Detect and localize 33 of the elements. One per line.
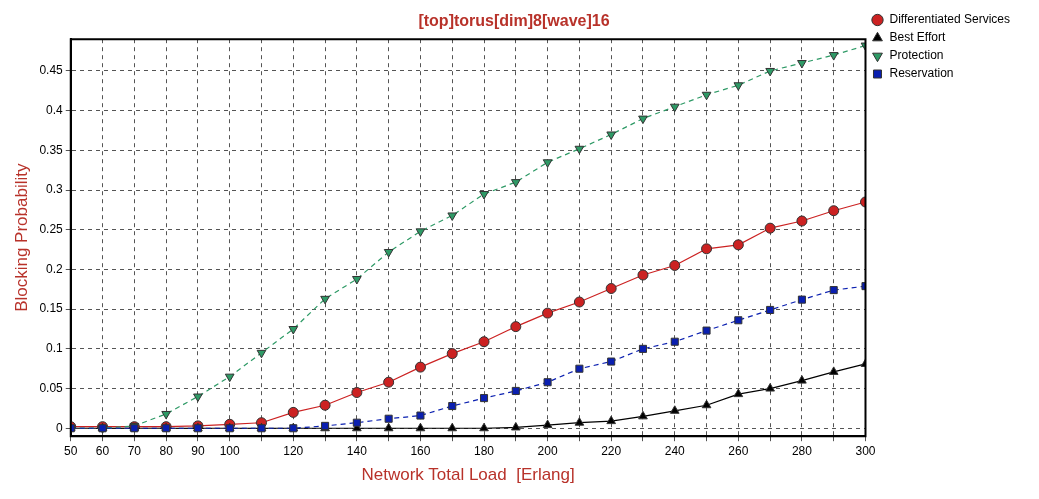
legend-label: Protection [889,48,944,63]
y-axis-title: Blocking Probability [11,163,31,312]
y-tick-label: 0.35 [39,142,64,157]
legend-label: Reservation [889,66,954,81]
y-tick-label: 0.1 [46,341,64,356]
x-tick-label: 50 [64,443,78,458]
legend-label: Differentiated Services [889,12,1011,27]
x-tick-label: 240 [664,443,686,458]
x-axis-title: Network Total Load [Erlang] [361,465,575,485]
x-tick-label: 100 [219,443,241,458]
x-tick-label: 300 [855,443,876,458]
x-tick-label: 220 [601,443,622,458]
x-tick-label: 60 [95,443,110,458]
x-tick-label: 140 [346,443,368,458]
legend-label: Best Effort [889,30,946,45]
y-tick-label: 0.15 [39,301,64,316]
y-tick-label: 0.2 [46,261,64,276]
x-tick-label: 160 [410,443,431,458]
x-tick-label: 90 [191,443,205,458]
y-tick-label: 0 [56,420,64,435]
y-tick-label: 0.05 [39,380,64,395]
x-tick-label: 80 [159,443,174,458]
y-tick-label: 0.4 [46,102,64,117]
x-tick-label: 280 [791,443,813,458]
y-tick-label: 0.45 [39,63,64,78]
y-tick-label: 0.3 [46,182,64,197]
chart-title: [top]torus[dim]8[wave]16 [418,12,610,30]
x-tick-label: 260 [728,443,749,458]
x-tick-label: 120 [283,443,304,458]
x-tick-label: 70 [127,443,142,458]
y-tick-label: 0.25 [39,222,64,237]
x-tick-label: 200 [537,443,558,458]
x-tick-label: 180 [474,443,495,458]
